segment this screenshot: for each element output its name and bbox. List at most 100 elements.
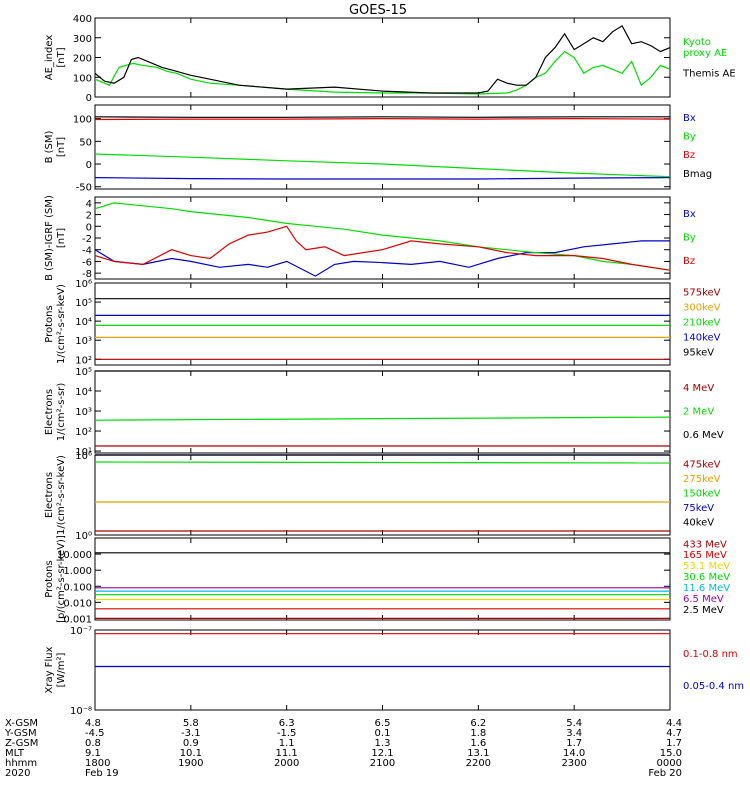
y-axis-label: 1/(cm²-s-sr-keV) [56, 284, 67, 364]
y-tick-label: 200 [73, 54, 92, 65]
y-axis-label: AE_index [44, 35, 55, 81]
panel-5: 10¹ 10² 10³ 10⁴ 10⁵ Electrons 1/(cm²-s-sr) 4 Me… [44, 367, 724, 458]
y-axis-label: 1/(cm²-s-sr-keV) [56, 455, 67, 535]
y-tick-label: 0.001 [63, 614, 92, 625]
legend-label: Bz [683, 150, 695, 161]
axis-row-value: 11.1 [276, 748, 298, 759]
axis-row-value: 1.7 [666, 738, 682, 749]
legend-label: Kyoto [683, 37, 711, 48]
axis-row-value: 3.4 [566, 728, 582, 739]
axis-row-value: 10.1 [180, 748, 202, 759]
y-axis-label: Protons [44, 305, 55, 342]
axis-row-value: 15.0 [660, 748, 682, 759]
axis-row-value: 1.3 [375, 738, 391, 749]
axis-row-value: 14.0 [563, 748, 585, 759]
panel-frame [94, 370, 671, 454]
axis-row-value: 13.1 [467, 748, 489, 759]
axis-row-value: 12.1 [371, 748, 393, 759]
y-axis-label: [nT] [56, 137, 67, 157]
panel-6: 10⁰ 10⁶ Electrons 1/(cm²-s-sr-keV) 475keV 275… [44, 451, 721, 542]
axis-row-value: Feb 19 [85, 768, 119, 779]
y-tick-label: 10⁵ [75, 298, 92, 309]
axis-row-value: -1.5 [277, 728, 297, 739]
y-axis-label: Electrons [44, 472, 55, 518]
y-tick-label: 10⁵ [75, 367, 92, 378]
y-tick-label: 0 [86, 160, 92, 171]
series-line-bx [94, 177, 671, 180]
legend-label: Bmag [683, 169, 712, 180]
axis-row-value: 4.4 [666, 718, 682, 729]
legend-label: 53.1 MeV [683, 561, 730, 572]
y-tick-label: 400 [73, 14, 92, 25]
y-tick-label: 0.100 [63, 582, 92, 593]
y-axis-label: Xray Flux [44, 646, 55, 693]
y-tick-label: -50 [76, 183, 92, 194]
series-line-bx [94, 240, 670, 277]
legend-label: 4 MeV [683, 383, 714, 394]
panel-2: -50 0 50 100 B (SM) [nT] Bx By Bz Bmag [44, 104, 712, 194]
y-tick-label: 10² [75, 427, 92, 438]
series-line-bz [94, 117, 671, 121]
axis-row-value: 1.7 [566, 738, 582, 749]
axis-row-label: Y-GSM [4, 728, 37, 739]
y-tick-label: 2 [86, 211, 92, 222]
axis-row-value: 1800 [85, 758, 110, 769]
axis-row-value: 9.1 [85, 748, 101, 759]
axis-row-value: 4.8 [85, 718, 101, 729]
legend-label: By [683, 232, 696, 243]
panel-frame [94, 629, 671, 711]
legend-label: 475keV [683, 459, 721, 470]
panel-8: 10⁻⁸ 10⁻⁷ Xray Flux [W/m²] 0.1-0.8 nm 0.05-0.… [44, 626, 744, 717]
panel-frame [94, 17, 671, 98]
panel-frame [94, 454, 671, 536]
y-tick-label: -8 [82, 269, 92, 280]
y-tick-label: 10² [75, 355, 92, 366]
axis-row-value: 6.3 [279, 718, 295, 729]
panel-frame [94, 537, 671, 621]
y-axis-label: [W/m²] [56, 652, 67, 687]
y-axis-label: 1/(cm²-s-sr) [56, 383, 67, 442]
y-tick-label: 100 [73, 73, 92, 84]
y-axis-label: B (SM)-IGRF (SM) [44, 195, 55, 281]
y-tick-label: 50 [79, 137, 92, 148]
series-line-by [94, 153, 671, 178]
axis-row-value: 2100 [370, 758, 395, 769]
series-line-bz [94, 225, 671, 271]
legend-label: 433 MeV [683, 539, 727, 550]
y-axis-label: [nT] [56, 47, 67, 67]
axis-row-label: hhmm [5, 758, 37, 769]
legend-label: 75keV [683, 503, 714, 514]
axis-row-value: 0.1 [375, 728, 391, 739]
axis-row-value: 1.1 [279, 738, 295, 749]
legend-label: By [683, 132, 696, 143]
legend-label: 0.05-0.4 nm [683, 681, 744, 692]
axis-row-value: 2000 [274, 758, 299, 769]
series-line-bmag [94, 116, 670, 118]
y-tick-label: 4 [86, 199, 92, 210]
axis-row-value: 6.5 [375, 718, 391, 729]
y-tick-label: 10⁰ [75, 531, 92, 542]
y-tick-label: 10.000 [57, 550, 92, 561]
axis-row-value: 0.8 [85, 738, 101, 749]
y-tick-label: 10³ [75, 336, 92, 347]
y-axis-label: [nT] [56, 228, 67, 248]
axis-row-label: Z-GSM [5, 738, 38, 749]
axis-row-value: -4.5 [85, 728, 105, 739]
y-tick-label: -6 [82, 257, 92, 268]
axis-row-value: 2200 [466, 758, 491, 769]
legend-label: 6.5 MeV [683, 594, 724, 605]
legend-label: 2 MeV [683, 406, 714, 417]
legend-label: Themis AE [682, 68, 736, 79]
panel-4: 10² 10³ 10⁴ 10⁵ 10⁶ Protons 1/(cm²-s-sr-keV) 57… [44, 279, 721, 366]
y-tick-label: 100 [73, 115, 92, 126]
axis-row-value: 6.2 [470, 718, 486, 729]
y-tick-label: 10¹ [75, 447, 92, 458]
y-axis-label: B (SM) [44, 130, 55, 163]
y-axis-label: Protons [44, 560, 55, 597]
y-tick-label: 0 [86, 222, 92, 233]
legend-label: 2.5 MeV [683, 605, 724, 616]
